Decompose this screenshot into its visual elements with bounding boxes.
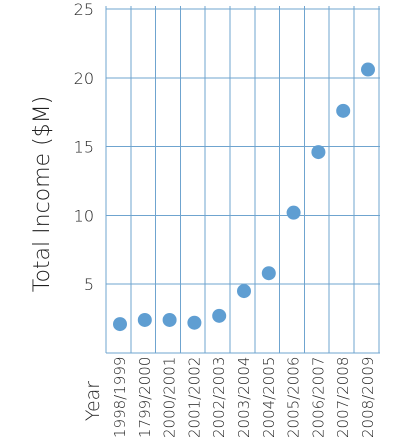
y-axis-title: Total Income ($M) [30, 96, 55, 292]
x-tick-label: 1799/2000 [136, 357, 154, 438]
data-point [137, 312, 152, 327]
data-points-layer [113, 62, 375, 332]
data-point [212, 308, 227, 323]
x-tick-label: 2001/2002 [185, 357, 203, 438]
x-tick-label: 1998/1999 [111, 357, 129, 438]
data-point [336, 103, 351, 118]
data-point [162, 312, 177, 327]
data-point [237, 284, 251, 299]
x-tick-label: 2002/2003 [210, 357, 228, 438]
data-point [113, 317, 127, 332]
data-point [187, 315, 202, 330]
x-tick-label: 2000/2001 [161, 357, 179, 438]
y-tick-label: 5 [84, 275, 94, 294]
x-tick-label: 2007/2008 [334, 357, 352, 438]
x-tick-label: 2003/2004 [235, 357, 253, 438]
x-tick-label: 2005/2006 [285, 357, 303, 438]
data-point [361, 62, 375, 77]
y-tick-label: 20 [74, 69, 94, 88]
data-point [311, 145, 326, 160]
x-tick-label: 2004/2005 [260, 357, 278, 438]
x-axis-title: Year [82, 381, 104, 421]
grid-layer [105, 6, 380, 354]
x-tick-label: 2006/2007 [309, 357, 327, 438]
y-tick-label: 15 [74, 138, 94, 157]
y-tick-label: 25 [74, 0, 94, 19]
y-tick-label: 10 [74, 206, 94, 225]
labels-layer: Total Income ($M) Year 5 10 15 20 25 1998/199… [30, 0, 377, 438]
data-point [286, 205, 301, 220]
data-point [261, 266, 276, 281]
x-tick-label: 2008/2009 [359, 357, 377, 438]
